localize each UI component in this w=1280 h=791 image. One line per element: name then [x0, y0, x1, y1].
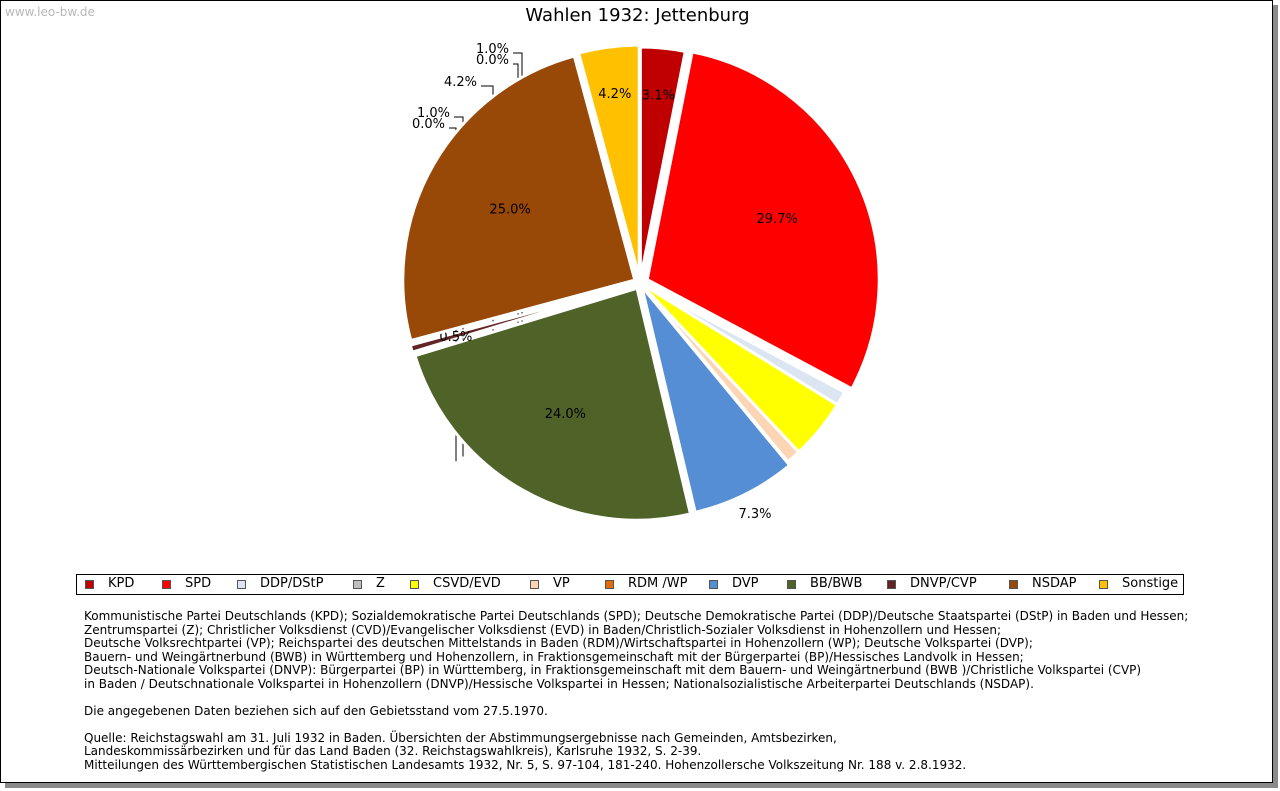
- legend-swatch: [887, 580, 896, 589]
- legend-label: NSDAP: [1032, 576, 1077, 591]
- notes-line: Kommunistische Partei Deutschlands (KPD)…: [84, 609, 1189, 623]
- legend-swatch: [709, 580, 718, 589]
- notes-line: in Baden / Deutschnationale Volkspartei …: [84, 676, 1034, 691]
- legend-label: VP: [553, 576, 570, 591]
- legend-label: SPD: [185, 576, 212, 591]
- pie-label-kpd: 3.1%: [642, 88, 675, 103]
- pie-slice-dnvp-cvp: [408, 283, 635, 355]
- legend-label: Sonstige: [1122, 576, 1179, 591]
- pie-slice-sonstige: [576, 43, 641, 278]
- pie-label-vp: 1.0%: [417, 106, 450, 121]
- pie-slice-dvp: [640, 285, 792, 515]
- legend-swatch: [162, 580, 171, 589]
- legend-swatch: [353, 580, 362, 589]
- pie-label-dvp: 7.3%: [738, 507, 771, 522]
- legend-label: DNVP/CVP: [910, 576, 977, 591]
- legend-swatch: [85, 580, 94, 589]
- chart-title: Wahlen 1932: Jettenburg: [525, 5, 750, 26]
- pie-label-rdm-wp: 0.0%: [412, 117, 445, 132]
- notes-line: Zentrumspartei (Z); Christlicher Volksdi…: [84, 622, 1002, 637]
- legend-label: RDM /WP: [628, 576, 688, 591]
- pie-slice-spd: [645, 50, 881, 391]
- legend-swatch: [605, 580, 614, 589]
- legend-swatch: [1009, 580, 1018, 589]
- territory-note: Die angegebenen Daten beziehen sich auf …: [84, 703, 548, 718]
- legend: KPD SPD DDP/DStP Z CSVD/EVD VP RDM /WP DVP BB/BW…: [76, 574, 1184, 595]
- pie-label-sonstige: 4.2%: [598, 87, 631, 102]
- legend-label: KPD: [108, 576, 135, 591]
- pie-label-z: 0.0%: [476, 53, 509, 68]
- pie-label-bb-bwb: 24.0%: [545, 407, 586, 422]
- pie-label-spd: 29.7%: [757, 212, 798, 227]
- source-line: Quelle: Reichstagswahl am 31. Juli 1932 …: [84, 730, 837, 745]
- notes-line: Bauern- und Weingärtnerbund (BWB) in Wür…: [84, 649, 1024, 664]
- pie-slice-bb-bwb: [413, 286, 693, 522]
- legend-swatch: [530, 580, 539, 589]
- legend-swatch: [237, 580, 246, 589]
- legend-label: BB/BWB: [810, 576, 863, 591]
- legend-swatch: [410, 580, 419, 589]
- notes-line: Deutsche Volksrechtpartei (VP); Reichspa…: [84, 636, 1033, 650]
- watermark: www.leo-bw.de: [5, 5, 95, 19]
- legend-swatch: [787, 580, 796, 589]
- pie-label-ddp-dstp: 1.0%: [476, 42, 509, 57]
- notes-line: Deutsch-Nationale Volkspartei (DNVP): Bü…: [84, 663, 1142, 677]
- legend-swatch: [1099, 580, 1108, 589]
- pie-label-csvd-evd: 4.2%: [444, 75, 477, 90]
- source-line: Mitteilungen des Württembergischen Stati…: [84, 757, 967, 772]
- legend-label: DVP: [732, 576, 759, 591]
- pie-label-nsdap: 25.0%: [489, 202, 530, 217]
- source-line: Landeskommissärbezirken und für das Land…: [84, 744, 702, 758]
- legend-label: DDP/DStP: [260, 576, 324, 591]
- legend-label: Z: [376, 576, 385, 591]
- pie-slice-nsdap: [401, 54, 637, 343]
- pie-label-dnvp-cvp: 0.5%: [439, 330, 472, 345]
- legend-label: CSVD/EVD: [433, 576, 501, 591]
- pie-chart: 3.1%29.7%1.0%0.0%4.2%1.0%0.0%7.3%24.0%0.…: [401, 42, 881, 522]
- notes: Kommunistische Partei Deutschlands (KPD)…: [84, 609, 1234, 772]
